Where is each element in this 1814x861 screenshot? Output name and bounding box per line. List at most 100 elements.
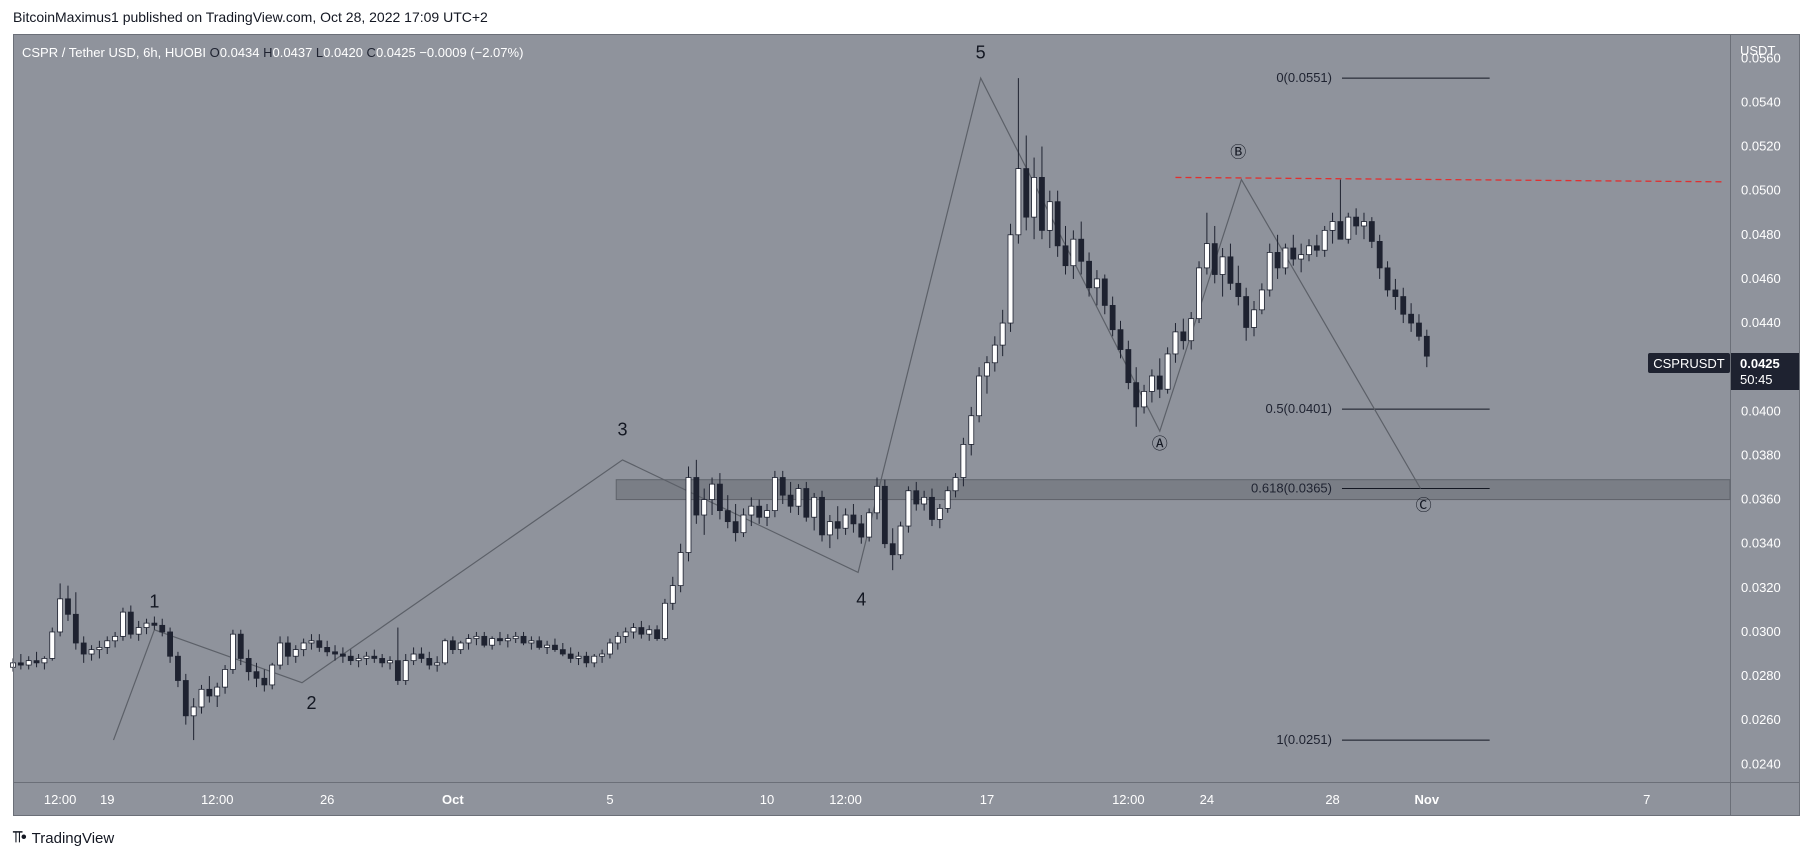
candle-body [33, 660, 40, 664]
time-tick-label: Oct [442, 792, 464, 807]
price-tick-label: 0.0280 [1741, 668, 1781, 683]
candle [253, 662, 260, 688]
candle-body [614, 635, 621, 644]
candle [638, 620, 645, 639]
candle-body [976, 375, 983, 417]
candle [426, 651, 433, 670]
candle [1117, 320, 1124, 359]
candle [1416, 314, 1422, 341]
candle [347, 649, 354, 666]
candle [1321, 225, 1328, 257]
candle [1007, 223, 1014, 332]
footer-brand: TradingView [31, 829, 115, 847]
candle [332, 645, 338, 661]
candle [709, 477, 715, 516]
candle-body [1392, 289, 1399, 297]
candle [536, 636, 543, 650]
candle-body [96, 647, 103, 651]
candle [1141, 384, 1147, 414]
candle-body [1015, 168, 1022, 236]
candle-body [850, 514, 857, 525]
candle [1290, 234, 1297, 266]
candle-body [1306, 245, 1312, 256]
candle [104, 636, 111, 655]
candle [300, 638, 307, 657]
candle-body [457, 642, 464, 651]
candle-body [214, 686, 221, 697]
candle [17, 654, 24, 670]
candle-body [1361, 221, 1367, 227]
candle-body [1298, 254, 1305, 260]
candle-body [1101, 278, 1108, 306]
candle-body [1109, 304, 1116, 331]
candle [677, 543, 684, 593]
ticker-badge [1648, 353, 1730, 373]
candle [190, 698, 197, 741]
candle-body [936, 507, 943, 520]
candle [929, 488, 935, 527]
price-tick-label: 0.0360 [1741, 492, 1781, 507]
price-axis-background[interactable] [1731, 34, 1800, 782]
candle [292, 645, 299, 663]
open-label: O [209, 45, 220, 60]
price-tick-label: 0.0400 [1741, 403, 1781, 418]
candle-body [1423, 335, 1430, 357]
candle-body [237, 633, 244, 659]
candle-body [654, 629, 660, 639]
candle [1164, 347, 1171, 394]
candle-body [198, 688, 205, 708]
candle [96, 640, 103, 659]
candle-body [1258, 289, 1265, 311]
candle [732, 503, 739, 542]
high-label: H [263, 45, 273, 60]
candle-body [410, 653, 417, 662]
candle [1258, 283, 1265, 315]
low-label: L [315, 45, 324, 60]
candle-body [1384, 267, 1391, 291]
candle-body [1376, 241, 1383, 269]
candle [607, 638, 613, 659]
candle-body [1211, 243, 1218, 275]
candle [159, 618, 166, 637]
candle-body [779, 477, 786, 496]
publish-info: BitcoinMaximus1 published on TradingView… [13, 9, 488, 25]
candle [622, 627, 629, 643]
time-tick-label: Nov [1415, 792, 1440, 807]
chart-frame [13, 34, 1800, 816]
candle [277, 636, 283, 670]
time-tick-label: 7 [1643, 792, 1650, 807]
candle [65, 585, 71, 621]
candle-body [1188, 318, 1195, 342]
high-value: 0.0437 [272, 45, 313, 60]
candle [1337, 179, 1344, 240]
fib-level-label: 0.5(0.0401) [1265, 401, 1332, 416]
candle-body [1337, 221, 1344, 240]
candle [1046, 190, 1053, 249]
candle [559, 642, 566, 657]
candle-body [1070, 238, 1077, 267]
tradingview-logo-icon: ⫪• [13, 829, 27, 846]
candle [685, 466, 692, 562]
candle [261, 669, 268, 692]
candle-body [261, 677, 268, 686]
candle-body [151, 622, 158, 626]
candle [80, 636, 87, 663]
candle-body [17, 662, 24, 666]
candle [952, 473, 959, 498]
time-tick-label: 12:00 [201, 792, 234, 807]
candle [1015, 78, 1022, 244]
candle-body [536, 640, 543, 648]
time-axis-background[interactable] [13, 783, 1800, 816]
candle [740, 508, 747, 538]
candle [646, 625, 653, 641]
candle [779, 470, 786, 504]
candle-body [1368, 221, 1375, 242]
candle-body [819, 496, 825, 536]
candle [1211, 225, 1218, 284]
price-tick-label: 0.0460 [1741, 271, 1781, 286]
candle-body [858, 523, 865, 538]
candle [748, 497, 755, 527]
fibonacci-levels: 0(0.0551) 0.5(0.0401) 0.618(0.0365) 1(0.025… [1251, 70, 1490, 747]
candle [842, 508, 849, 535]
